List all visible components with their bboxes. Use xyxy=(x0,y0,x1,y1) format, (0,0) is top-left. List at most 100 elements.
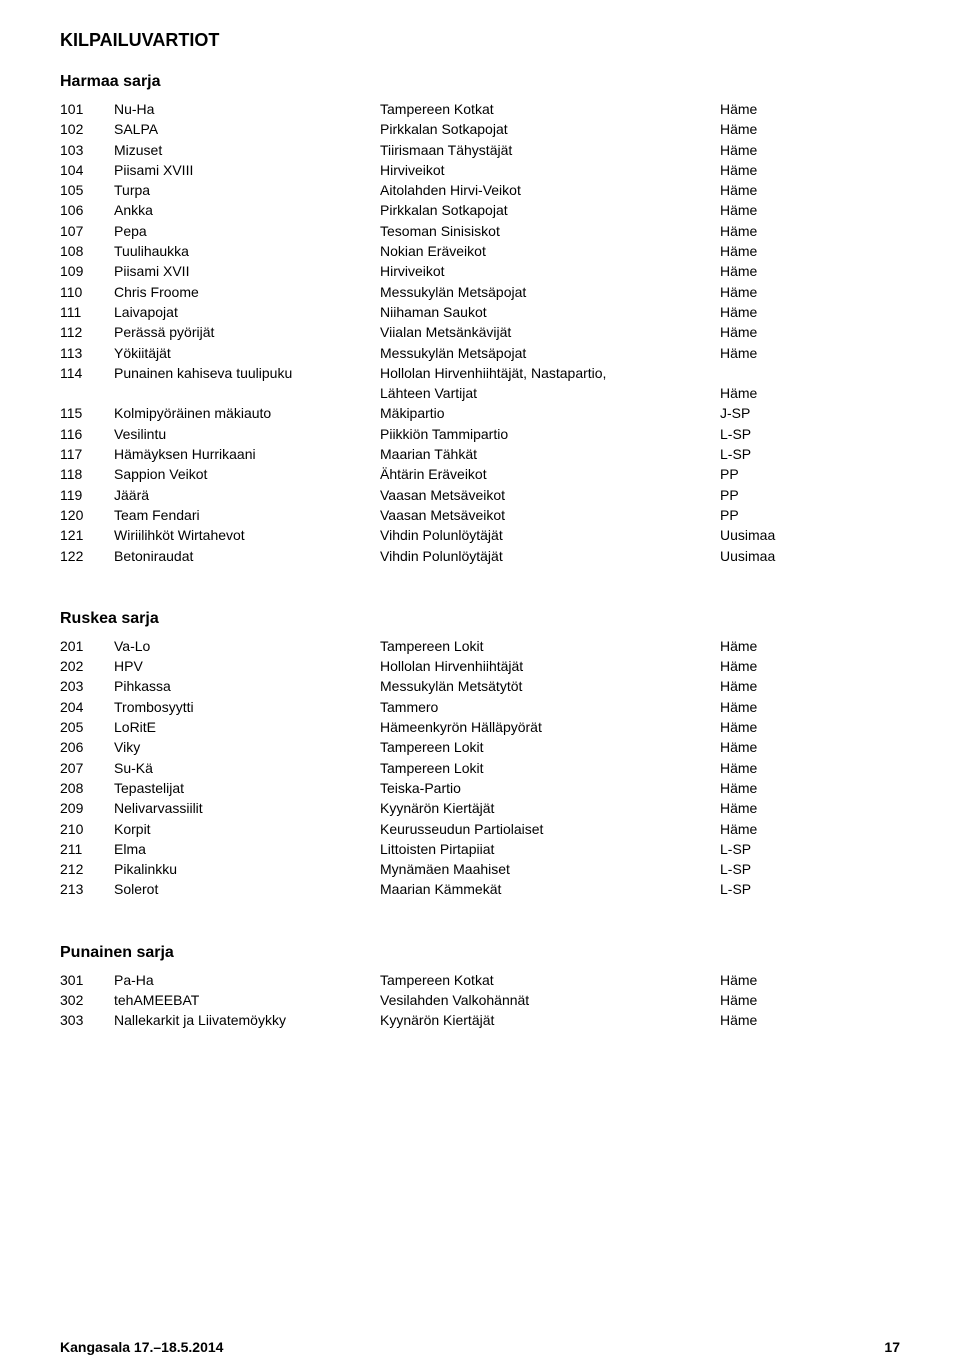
cell-org: Kyynärön Kiertäjät xyxy=(380,1010,720,1030)
cell-num: 208 xyxy=(60,778,114,798)
cell-org: Tesoman Sinisiskot xyxy=(380,221,720,241)
cell-region: Häme xyxy=(720,798,900,818)
cell-org: Vaasan Metsäveikot xyxy=(380,505,720,525)
table-row: 116VesilintuPiikkiön TammipartioL-SP xyxy=(60,424,900,444)
footer: Kangasala 17.–18.5.2014 17 xyxy=(60,1339,900,1355)
table-row: 201Va-LoTampereen LokitHäme xyxy=(60,636,900,656)
table-row: 208TepastelijatTeiska-PartioHäme xyxy=(60,778,900,798)
cell-name: Pihkassa xyxy=(114,676,380,696)
table-row: 103MizusetTiirismaan TähystäjätHäme xyxy=(60,140,900,160)
cell-name xyxy=(114,383,380,403)
table-row: 112Perässä pyörijätViialan Metsänkävijät… xyxy=(60,322,900,342)
table-row: 119JääräVaasan MetsäveikotPP xyxy=(60,485,900,505)
cell-num: 112 xyxy=(60,322,114,342)
cell-org: Littoisten Pirtapiiat xyxy=(380,839,720,859)
table-row: 110Chris FroomeMessukylän MetsäpojatHäme xyxy=(60,282,900,302)
cell-name: Perässä pyörijät xyxy=(114,322,380,342)
cell-region: L-SP xyxy=(720,424,900,444)
cell-region: Häme xyxy=(720,778,900,798)
cell-num: 116 xyxy=(60,424,114,444)
cell-num: 213 xyxy=(60,879,114,899)
table-row: 104Piisami XVIIIHirviveikotHäme xyxy=(60,160,900,180)
cell-org: Viialan Metsänkävijät xyxy=(380,322,720,342)
cell-num: 113 xyxy=(60,343,114,363)
cell-org: Tampereen Kotkat xyxy=(380,99,720,119)
cell-num: 107 xyxy=(60,221,114,241)
cell-region: Häme xyxy=(720,160,900,180)
cell-region xyxy=(720,363,900,383)
cell-name: SALPA xyxy=(114,119,380,139)
cell-org: Teiska-Partio xyxy=(380,778,720,798)
cell-region: PP xyxy=(720,485,900,505)
cell-name: Pa-Ha xyxy=(114,970,380,990)
cell-num: 103 xyxy=(60,140,114,160)
section-punainen: 301Pa-HaTampereen KotkatHäme302tehAMEEBA… xyxy=(60,970,900,1031)
cell-region: Häme xyxy=(720,140,900,160)
section-title-harmaa: Harmaa sarja xyxy=(60,73,900,91)
cell-region: Häme xyxy=(720,261,900,281)
cell-name: Laivapojat xyxy=(114,302,380,322)
cell-num: 105 xyxy=(60,180,114,200)
cell-region: Häme xyxy=(720,302,900,322)
cell-name: Trombosyytti xyxy=(114,697,380,717)
cell-org: Hirviveikot xyxy=(380,160,720,180)
cell-region: Häme xyxy=(720,970,900,990)
cell-name: Pikalinkku xyxy=(114,859,380,879)
table-row: 105TurpaAitolahden Hirvi-VeikotHäme xyxy=(60,180,900,200)
table-row: 109Piisami XVIIHirviveikotHäme xyxy=(60,261,900,281)
main-title: KILPAILUVARTIOT xyxy=(60,30,900,51)
cell-name: Vesilintu xyxy=(114,424,380,444)
cell-name: Nelivarvassiilit xyxy=(114,798,380,818)
page: KILPAILUVARTIOT Harmaa sarja 101Nu-HaTam… xyxy=(0,0,960,1371)
cell-org: Niihaman Saukot xyxy=(380,302,720,322)
cell-num: 106 xyxy=(60,200,114,220)
cell-name: Wiriilihköt Wirtahevot xyxy=(114,525,380,545)
cell-region: Häme xyxy=(720,343,900,363)
cell-num: 201 xyxy=(60,636,114,656)
cell-region: L-SP xyxy=(720,879,900,899)
cell-org: Tampereen Lokit xyxy=(380,758,720,778)
cell-org: Hollolan Hirvenhiihtäjät xyxy=(380,656,720,676)
cell-name: Va-Lo xyxy=(114,636,380,656)
cell-num: 207 xyxy=(60,758,114,778)
cell-num: 117 xyxy=(60,444,114,464)
cell-org: Hirviveikot xyxy=(380,261,720,281)
cell-num xyxy=(60,383,114,403)
cell-name: HPV xyxy=(114,656,380,676)
section-title-punainen: Punainen sarja xyxy=(60,944,900,962)
table-row: 122BetoniraudatVihdin PolunlöytäjätUusim… xyxy=(60,546,900,566)
cell-num: 101 xyxy=(60,99,114,119)
cell-num: 119 xyxy=(60,485,114,505)
footer-right: 17 xyxy=(884,1339,900,1355)
cell-region: Häme xyxy=(720,636,900,656)
cell-region: Häme xyxy=(720,119,900,139)
table-row: 204TrombosyyttiTammeroHäme xyxy=(60,697,900,717)
cell-num: 122 xyxy=(60,546,114,566)
spacer xyxy=(60,566,900,588)
cell-name: Nu-Ha xyxy=(114,99,380,119)
cell-org: Ähtärin Eräveikot xyxy=(380,464,720,484)
cell-region: Häme xyxy=(720,990,900,1010)
cell-region: J-SP xyxy=(720,403,900,423)
table-row: 121Wiriilihköt WirtahevotVihdin Polunlöy… xyxy=(60,525,900,545)
cell-org: Keurusseudun Partiolaiset xyxy=(380,819,720,839)
cell-name: Pepa xyxy=(114,221,380,241)
cell-region: Häme xyxy=(720,322,900,342)
cell-region: Häme xyxy=(720,819,900,839)
cell-region: L-SP xyxy=(720,444,900,464)
cell-num: 302 xyxy=(60,990,114,1010)
cell-region: Häme xyxy=(720,697,900,717)
cell-region: PP xyxy=(720,505,900,525)
table-row: 113YökiitäjätMessukylän MetsäpojatHäme xyxy=(60,343,900,363)
cell-name: Sappion Veikot xyxy=(114,464,380,484)
section-ruskea: 201Va-LoTampereen LokitHäme202HPVHollola… xyxy=(60,636,900,900)
cell-region: Häme xyxy=(720,282,900,302)
cell-region: Häme xyxy=(720,99,900,119)
section-harmaa: 101Nu-HaTampereen KotkatHäme102SALPAPirk… xyxy=(60,99,900,566)
table-row: 120Team FendariVaasan MetsäveikotPP xyxy=(60,505,900,525)
table-row: 114Punainen kahiseva tuulipukuHollolan H… xyxy=(60,363,900,383)
cell-org: Hollolan Hirvenhiihtäjät, Nastapartio, xyxy=(380,363,720,383)
cell-region: Häme xyxy=(720,221,900,241)
cell-name: Su-Kä xyxy=(114,758,380,778)
cell-org: Tiirismaan Tähystäjät xyxy=(380,140,720,160)
